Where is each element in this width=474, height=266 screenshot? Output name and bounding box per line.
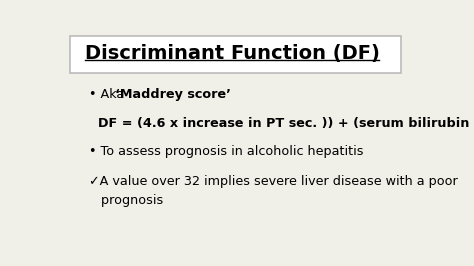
Text: DF = (4.6 x increase in PT sec. )) + (serum bilirubin mg/dl): DF = (4.6 x increase in PT sec. )) + (se…	[89, 117, 474, 130]
Text: ✓A value over 32 implies severe liver disease with a poor: ✓A value over 32 implies severe liver di…	[89, 175, 457, 188]
Text: prognosis: prognosis	[89, 194, 163, 207]
Text: ‘Maddrey score’: ‘Maddrey score’	[115, 88, 231, 101]
Text: • To assess prognosis in alcoholic hepatitis: • To assess prognosis in alcoholic hepat…	[89, 145, 363, 158]
Text: Discriminant Function (DF): Discriminant Function (DF)	[85, 44, 380, 63]
FancyBboxPatch shape	[70, 36, 401, 73]
Text: • Aka: • Aka	[89, 88, 128, 101]
